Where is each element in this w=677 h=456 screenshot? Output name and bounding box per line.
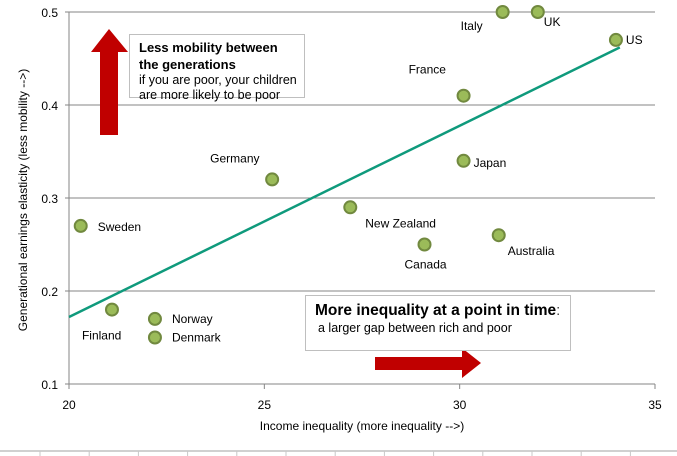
point-labels: Italy UK US France Japan Germany New Zealand Sw… (82, 15, 643, 345)
data-point-canada (417, 237, 432, 252)
mobility-annotation-box: Less mobility between the generations if… (129, 34, 305, 102)
point-label: France (409, 63, 447, 77)
up-arrow-icon (91, 29, 128, 135)
trendline (68, 46, 621, 319)
data-point-denmark (147, 330, 162, 345)
mobility-text-line-2: are more likely to be poor (139, 88, 281, 102)
point-label: Denmark (172, 331, 222, 345)
mobility-title-line-2: the generations (139, 57, 236, 72)
data-point-germany (265, 172, 280, 187)
y-axis-title: Generational earnings elasticity (less m… (16, 69, 30, 331)
point-label: Australia (508, 244, 555, 258)
gridlines (69, 11, 655, 292)
data-points (73, 5, 623, 345)
data-point-finland (104, 302, 119, 317)
inequality-colon: : (556, 302, 561, 319)
point-label: Finland (82, 329, 121, 343)
data-point-us (608, 32, 623, 47)
bottom-border (0, 450, 677, 456)
data-point-japan (456, 153, 471, 168)
mobility-text-line-1: if you are poor, your children (139, 73, 297, 87)
mobility-title-line-1: Less mobility between (139, 40, 278, 55)
x-axis-title: Income inequality (more inequality -->) (260, 419, 464, 433)
point-label: Sweden (98, 220, 141, 234)
point-label: UK (544, 15, 561, 29)
inequality-title: More inequality at a point in time (315, 302, 557, 319)
data-point-france (456, 88, 471, 103)
point-label: New Zealand (365, 216, 436, 230)
y-tick-label: 0.1 (41, 378, 58, 392)
inequality-text: a larger gap between rich and poor (318, 321, 512, 335)
y-tick-label: 0.2 (41, 285, 58, 299)
arrows (91, 29, 481, 378)
trend-line (68, 46, 621, 319)
point-label: Canada (405, 258, 447, 272)
x-tick-label: 30 (453, 398, 467, 412)
inequality-annotation-box: More inequality at a point in time: a la… (305, 295, 571, 351)
data-point-australia (491, 228, 506, 243)
point-label: Italy (461, 19, 483, 33)
axes: 0.1 0.2 0.3 0.4 0.5 20 25 30 35 (41, 6, 662, 412)
data-point-italy (495, 5, 510, 19)
right-arrow-icon (375, 348, 481, 378)
x-tick-label: 20 (62, 398, 76, 412)
data-point-new-zealand (343, 200, 358, 215)
y-tick-label: 0.3 (41, 192, 58, 206)
point-label: Germany (210, 151, 259, 165)
point-label: Japan (474, 156, 507, 170)
data-point-sweden (73, 218, 88, 233)
y-tick-label: 0.5 (41, 6, 58, 20)
x-tick-label: 25 (258, 398, 272, 412)
data-point-norway (147, 311, 162, 326)
y-tick-label: 0.4 (41, 99, 58, 113)
data-point-uk (530, 5, 545, 19)
point-label: US (626, 33, 643, 47)
x-tick-label: 35 (648, 398, 662, 412)
point-label: Norway (172, 312, 213, 326)
